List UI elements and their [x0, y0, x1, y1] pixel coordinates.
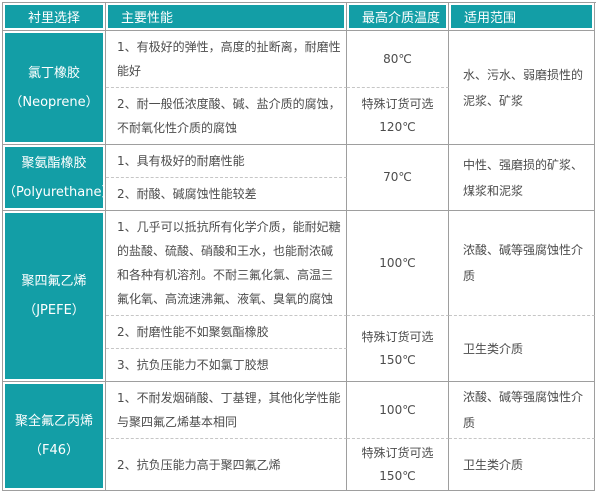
performance-cell: 3、抗负压能力不如氯丁胶想: [106, 349, 347, 382]
lining-spec-table: 衬里选择 主要性能 最高介质温度 适用范围 氯丁橡胶 （Neoprene） 1、…: [3, 3, 595, 491]
temperature-value: 120℃: [379, 120, 416, 134]
performance-cell: 2、耐一般低浓度酸、碱、盐介质的腐蚀，不耐氧化性介质的腐蚀: [106, 88, 347, 145]
lining-cell-polyurethane: 聚氨酯橡胶 （Polyurethane）: [3, 145, 106, 211]
temperature-cell: 特殊订货可选 150℃: [347, 316, 449, 382]
header-lining-selection: 衬里选择: [3, 3, 106, 31]
table-row: 氯丁橡胶 （Neoprene） 1、有极好的弹性，高度的扯断离，耐磨性能好 80…: [3, 31, 595, 145]
table-row: 聚氨酯橡胶 （Polyurethane） 1、具有极好的耐磨性能 70℃ 中性、…: [3, 145, 595, 211]
application-cell: 浓酸、碱等强腐蚀性介质: [449, 211, 595, 316]
table-row: 聚四氟乙烯 （JPEFE） 1、几乎可以抵抗所有化学介质，能耐妃糖的盐酸、硫酸、…: [3, 211, 595, 382]
temperature-cell: 70℃: [347, 145, 449, 211]
header-main-performance: 主要性能: [106, 3, 347, 31]
temperature-value: 150℃: [379, 468, 416, 483]
lining-name: 聚全氟乙丙烯: [14, 414, 93, 429]
performance-cell: 1、几乎可以抵抗所有化学介质，能耐妃糖的盐酸、硫酸、硝酸和王水，也能耐浓碱和各种…: [106, 211, 347, 316]
table-row: 2、耐一般低浓度酸、碱、盐介质的腐蚀，不耐氧化性介质的腐蚀 特殊订货可选 120…: [3, 88, 595, 145]
performance-cell: 1、不耐发烟硝酸、丁基锂，其他化学性能与聚四氟乙烯基本相同: [106, 382, 347, 439]
header-row: 衬里选择 主要性能 最高介质温度 适用范围: [3, 3, 595, 31]
temperature-note: 特殊订货可选: [361, 97, 434, 111]
application-cell: 卫生类介质: [449, 439, 595, 491]
performance-cell: 1、具有极好的耐磨性能: [106, 145, 347, 178]
header-max-medium-temperature: 最高介质温度: [347, 3, 449, 31]
header-applicable-range: 适用范围: [449, 3, 595, 31]
table-row: 2、耐酸、碱腐蚀性能较差: [3, 178, 595, 211]
application-cell: 浓酸、碱等强腐蚀性介质: [449, 382, 595, 439]
lining-alias: （Neoprene）: [9, 94, 99, 110]
temperature-value: 150℃: [379, 352, 416, 367]
performance-cell: 2、抗负压能力高于聚四氟乙烯: [106, 439, 347, 491]
table-row: 2、耐磨性能不如聚氨酯橡胶 特殊订货可选 150℃ 卫生类介质: [3, 316, 595, 382]
lining-alias: （Polyurethane）: [3, 184, 106, 200]
temperature-note: 特殊订货可选: [361, 329, 434, 344]
table-row: 3、抗负压能力不如氯丁胶想: [3, 349, 595, 382]
temperature-cell: 80℃: [347, 31, 449, 88]
lining-cell-ptfe: 聚四氟乙烯 （JPEFE）: [3, 211, 106, 382]
lining-name: 聚氨酯橡胶: [21, 155, 87, 171]
performance-cell: 2、耐酸、碱腐蚀性能较差: [106, 178, 347, 211]
temperature-cell: 特殊订货可选 120℃: [347, 88, 449, 145]
table-row: 聚全氟乙丙烯 （F46） 1、不耐发烟硝酸、丁基锂，其他化学性能与聚四氟乙烯基本…: [3, 382, 595, 491]
application-cell: 卫生类介质: [449, 316, 595, 382]
performance-cell: 1、有极好的弹性，高度的扯断离，耐磨性能好: [106, 31, 347, 88]
lining-name: 聚四氟乙烯: [21, 274, 87, 289]
lining-alias: （F46）: [28, 443, 80, 458]
temperature-cell: 100℃: [347, 211, 449, 316]
temperature-cell: 特殊订货可选 150℃: [347, 439, 449, 491]
temperature-cell: 100℃: [347, 382, 449, 439]
lining-cell-f46: 聚全氟乙丙烯 （F46）: [3, 382, 106, 491]
lining-name: 氯丁橡胶: [27, 65, 80, 81]
performance-cell: 2、耐磨性能不如聚氨酯橡胶: [106, 316, 347, 349]
temperature-note: 特殊订货可选: [361, 445, 434, 460]
application-cell: 中性、强磨损的矿浆、煤浆和泥浆: [449, 145, 595, 211]
application-cell: 水、污水、弱磨损性的泥浆、矿浆: [449, 31, 595, 145]
lining-alias: （JPEFE）: [23, 303, 85, 318]
lining-cell-neoprene: 氯丁橡胶 （Neoprene）: [3, 31, 106, 145]
